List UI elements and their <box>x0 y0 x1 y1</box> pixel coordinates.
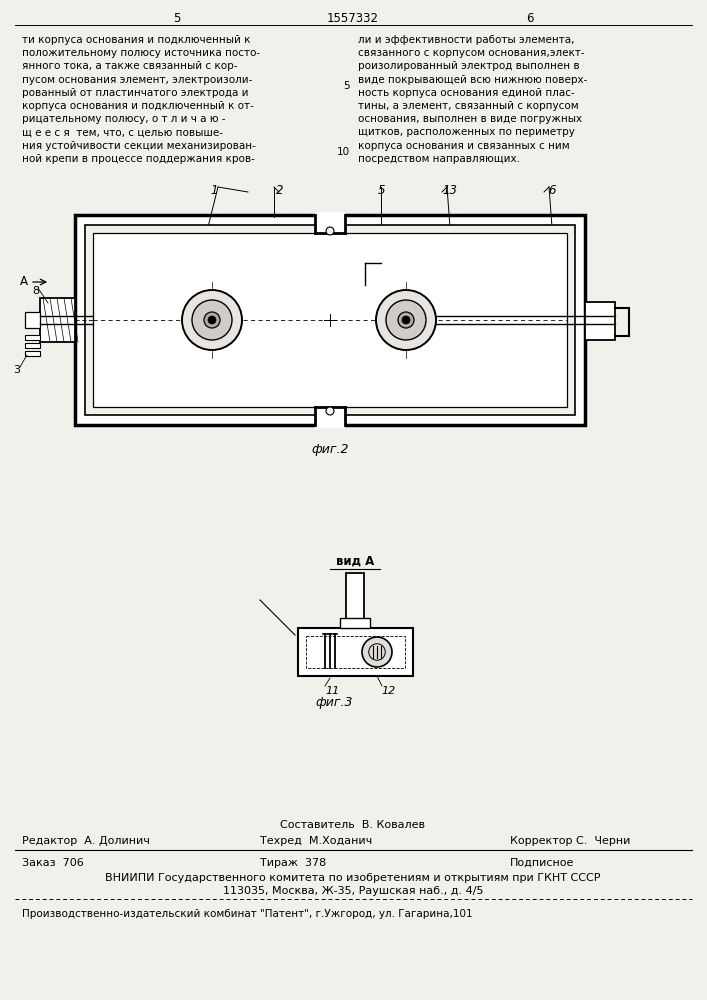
Bar <box>315 212 345 233</box>
Text: Подписное: Подписное <box>510 858 574 868</box>
Bar <box>25 312 40 328</box>
Text: 113035, Москва, Ж-35, Раушская наб., д. 4/5: 113035, Москва, Ж-35, Раушская наб., д. … <box>223 886 484 896</box>
Circle shape <box>398 312 414 328</box>
Text: ной крепи в процессе поддержания кров-: ной крепи в процессе поддержания кров- <box>22 154 255 164</box>
Text: Заказ  706: Заказ 706 <box>22 858 83 868</box>
Text: 5: 5 <box>344 81 350 91</box>
Text: 1: 1 <box>210 184 218 197</box>
Text: рицательному полюсу, о т л и ч а ю -: рицательному полюсу, о т л и ч а ю - <box>22 114 226 124</box>
Text: 12: 12 <box>381 686 395 696</box>
Text: 5: 5 <box>173 12 181 25</box>
Text: фиг.3: фиг.3 <box>315 696 353 709</box>
Bar <box>25 335 40 340</box>
Circle shape <box>402 316 410 324</box>
Text: корпуса основания и подключенный к от-: корпуса основания и подключенный к от- <box>22 101 254 111</box>
Bar <box>75 215 585 425</box>
Text: А: А <box>20 275 28 288</box>
Text: рованный от пластинчатого электрода и: рованный от пластинчатого электрода и <box>22 88 248 98</box>
Text: янного тока, а также связанный с кор-: янного тока, а также связанный с кор- <box>22 61 238 71</box>
Circle shape <box>192 300 232 340</box>
Bar <box>340 618 370 628</box>
Text: положительному полюсу источника посто-: положительному полюсу источника посто- <box>22 48 260 58</box>
Text: виде покрывающей всю нижнюю поверх-: виде покрывающей всю нижнюю поверх- <box>358 75 588 85</box>
Text: 8: 8 <box>33 286 40 296</box>
Text: щитков, расположенных по периметру: щитков, расположенных по периметру <box>358 127 575 137</box>
Circle shape <box>362 637 392 667</box>
Circle shape <box>326 407 334 415</box>
Text: фиг.2: фиг.2 <box>311 443 349 456</box>
Text: связанного с корпусом основания,элект-: связанного с корпусом основания,элект- <box>358 48 585 58</box>
Text: роизолированный электрод выполнен в: роизолированный электрод выполнен в <box>358 61 580 71</box>
Bar <box>315 407 345 428</box>
Text: Корректор С.  Черни: Корректор С. Черни <box>510 836 631 846</box>
Text: 13: 13 <box>442 184 457 197</box>
Text: посредством направляющих.: посредством направляющих. <box>358 154 520 164</box>
Text: ния устойчивости секции механизирован-: ния устойчивости секции механизирован- <box>22 141 256 151</box>
Bar <box>315 407 345 428</box>
Bar <box>85 225 575 415</box>
Text: 1557332: 1557332 <box>327 12 379 25</box>
Text: 5: 5 <box>378 184 385 197</box>
Bar <box>25 343 40 348</box>
Text: вид А: вид А <box>336 555 374 568</box>
Text: ность корпуса основания единой плас-: ность корпуса основания единой плас- <box>358 88 575 98</box>
Text: ти корпуса основания и подключенный к: ти корпуса основания и подключенный к <box>22 35 250 45</box>
Text: корпуса основания и связанных с ним: корпуса основания и связанных с ним <box>358 141 570 151</box>
Bar <box>298 628 412 676</box>
Text: Техред  М.Ходанич: Техред М.Ходанич <box>260 836 373 846</box>
Circle shape <box>182 290 242 350</box>
Text: Составитель  В. Ковалев: Составитель В. Ковалев <box>281 820 426 830</box>
Text: 6: 6 <box>526 12 534 25</box>
Circle shape <box>386 300 426 340</box>
Bar <box>93 233 567 407</box>
Text: тины, а элемент, связанный с корпусом: тины, а элемент, связанный с корпусом <box>358 101 578 111</box>
Text: 11: 11 <box>325 686 339 696</box>
Text: щ е е с я  тем, что, с целью повыше-: щ е е с я тем, что, с целью повыше- <box>22 127 223 137</box>
Text: ли и эффективности работы элемента,: ли и эффективности работы элемента, <box>358 35 575 45</box>
Text: 10: 10 <box>337 147 350 157</box>
Bar <box>25 351 40 356</box>
Text: Тираж  378: Тираж 378 <box>260 858 326 868</box>
Text: 10: 10 <box>396 647 410 657</box>
Text: основания, выполнен в виде погружных: основания, выполнен в виде погружных <box>358 114 582 124</box>
Circle shape <box>376 290 436 350</box>
Bar <box>346 573 364 628</box>
Text: 2: 2 <box>276 184 284 197</box>
Bar <box>40 298 75 342</box>
Text: ВНИИПИ Государственного комитета по изобретениям и открытиям при ГКНТ СССР: ВНИИПИ Государственного комитета по изоб… <box>105 873 601 883</box>
Text: 6: 6 <box>548 184 556 197</box>
Text: пусом основания элемент, электроизоли-: пусом основания элемент, электроизоли- <box>22 75 252 85</box>
Text: Редактор  А. Долинич: Редактор А. Долинич <box>22 836 150 846</box>
Text: 3: 3 <box>13 365 20 375</box>
Bar <box>585 302 615 340</box>
Circle shape <box>204 312 220 328</box>
Bar <box>305 636 404 668</box>
Circle shape <box>208 316 216 324</box>
Circle shape <box>326 227 334 235</box>
Text: Производственно-издательский комбинат "Патент", г.Ужгород, ул. Гагарина,101: Производственно-издательский комбинат "П… <box>22 909 472 919</box>
